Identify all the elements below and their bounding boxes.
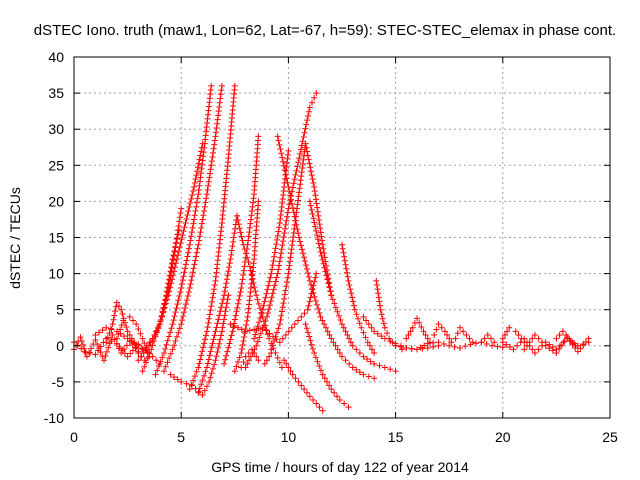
data-series <box>499 324 528 346</box>
data-series <box>274 133 378 382</box>
data-layer <box>71 82 592 414</box>
data-series <box>339 241 378 357</box>
y-tick-label: 20 <box>48 193 64 209</box>
y-tick-label: 25 <box>48 157 64 173</box>
data-series <box>227 270 320 346</box>
x-tick-label: 5 <box>177 429 185 445</box>
data-series <box>221 133 262 367</box>
data-series <box>167 292 232 398</box>
data-series <box>521 331 592 357</box>
data-series <box>139 227 183 375</box>
series-markers <box>403 315 433 346</box>
data-series <box>233 212 285 371</box>
data-series <box>281 357 326 414</box>
x-tick-label: 20 <box>495 429 511 445</box>
x-axis-label: GPS time / hours of day 122 of year 2014 <box>211 459 469 475</box>
y-tick-label: 0 <box>56 338 64 354</box>
data-series <box>268 140 335 353</box>
y-tick-label: 15 <box>48 230 64 246</box>
series-markers <box>238 346 275 371</box>
data-series <box>238 346 275 371</box>
x-tick-label: 15 <box>388 429 404 445</box>
y-tick-label: -10 <box>44 410 64 426</box>
series-markers <box>306 198 399 375</box>
data-series <box>161 82 225 375</box>
x-tick-label: 10 <box>281 429 297 445</box>
data-series <box>302 321 352 411</box>
y-tick-label: 35 <box>48 85 64 101</box>
y-tick-label: -5 <box>52 374 65 390</box>
chart-title: dSTEC Iono. truth (maw1, Lon=62, Lat=-67… <box>34 22 616 39</box>
data-series <box>231 198 262 375</box>
data-series <box>431 321 455 346</box>
grid-layer <box>74 57 610 418</box>
series-markers <box>431 321 455 346</box>
data-series <box>553 328 579 349</box>
data-series <box>242 90 320 371</box>
series-markers <box>339 241 378 357</box>
series-markers <box>478 331 498 346</box>
y-tick-label: 10 <box>48 266 64 282</box>
y-axis-label: dSTEC / TECUs <box>7 187 23 289</box>
data-series <box>251 147 292 342</box>
x-tick-label: 0 <box>70 429 78 445</box>
x-tick-label: 25 <box>602 429 618 445</box>
ticks-layer: 0 5 10 15 20 25 -10 -5 0 5 10 15 20 25 30 35 40 <box>44 49 618 445</box>
data-series <box>452 324 476 346</box>
data-series <box>478 331 498 346</box>
series-markers <box>452 324 476 346</box>
data-series <box>195 212 240 396</box>
data-series <box>186 82 238 393</box>
data-series <box>152 82 215 378</box>
y-tick-label: 40 <box>48 49 64 65</box>
y-tick-label: 30 <box>48 121 64 137</box>
y-tick-label: 5 <box>56 302 64 318</box>
data-series <box>403 315 433 346</box>
data-series <box>306 198 399 375</box>
